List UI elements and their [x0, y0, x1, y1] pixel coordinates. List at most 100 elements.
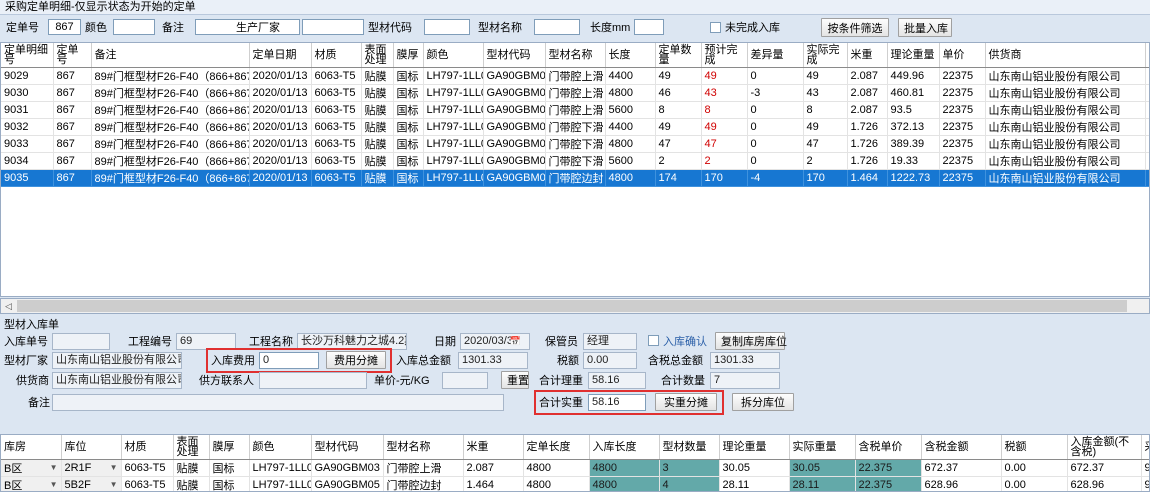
- cell-color[interactable]: LH797-1LL0: [423, 152, 484, 170]
- detail-col-8[interactable]: 米重: [463, 435, 524, 460]
- copy-location-button[interactable]: 复制库房库位: [715, 332, 787, 350]
- cell-order_no[interactable]: 867: [53, 118, 92, 136]
- cell-actual[interactable]: 43: [803, 84, 848, 102]
- cell-material[interactable]: 6063-T5: [311, 169, 362, 187]
- detail-col-0[interactable]: 库房: [1, 435, 62, 460]
- cell-film[interactable]: 国标: [393, 169, 424, 187]
- table-row[interactable]: 9030 867 89#门框型材F26-F40（866+867） 2020/01/13…: [1, 84, 1149, 102]
- cell-mweight[interactable]: 1.726: [847, 135, 888, 153]
- cell-order_len[interactable]: 4800: [523, 459, 590, 477]
- cell-code[interactable]: GA90GBM04: [483, 135, 546, 153]
- order-col-4[interactable]: 材质: [311, 43, 362, 68]
- cell-qty[interactable]: 49: [655, 118, 702, 136]
- cell-diff[interactable]: 0: [747, 152, 804, 170]
- table-row[interactable]: B区 ▼ 5B2F ▼ 6063-T5 贴膜 国标 LH797-1LL0 GA90GBM05 门带…: [1, 476, 1149, 491]
- cell-material[interactable]: 6063-T5: [311, 84, 362, 102]
- cell-color[interactable]: LH797-1LL0: [423, 135, 484, 153]
- cell-supplier[interactable]: 山东南山铝业股份有限公司: [985, 152, 1146, 170]
- cell-diff[interactable]: 0: [747, 67, 804, 85]
- cell-actual[interactable]: 170: [803, 169, 848, 187]
- table-row[interactable]: 9031 867 89#门框型材F26-F40（866+867） 2020/01/13…: [1, 101, 1149, 119]
- table-row[interactable]: 9032 867 89#门框型材F26-F40（866+867） 2020/01/13…: [1, 118, 1149, 136]
- cell-supplier[interactable]: 山东南山铝业股份有限公司: [985, 118, 1146, 136]
- fee-field[interactable]: 0: [259, 352, 319, 369]
- table-row[interactable]: 9033 867 89#门框型材F26-F40（866+867） 2020/01/13…: [1, 135, 1149, 153]
- cell-line_no[interactable]: 9030: [1141, 459, 1149, 477]
- cell-location[interactable]: 5B2F ▼: [61, 476, 122, 491]
- detail-grid[interactable]: 库房 库位 材质 表面处理 膜厚 颜色 型材代码 型材名称 米重 定单长度 入库长度 型材数量 理论重量…: [0, 434, 1150, 492]
- cell-line_no[interactable]: 9035: [1141, 476, 1149, 491]
- cell-detail_no[interactable]: 9032: [1, 118, 54, 136]
- order-col-0[interactable]: 定单明细号: [1, 43, 54, 68]
- cell-actual[interactable]: 49: [803, 118, 848, 136]
- total-theory-field[interactable]: 58.16: [588, 372, 646, 389]
- cell-date[interactable]: 2020/01/13: [249, 135, 312, 153]
- total-amount-field[interactable]: 1301.33: [458, 352, 528, 369]
- cell-supplier[interactable]: 山东南山铝业股份有限公司: [985, 101, 1146, 119]
- confirm-checkbox[interactable]: [648, 335, 659, 346]
- cell-order_no[interactable]: 867: [53, 101, 92, 119]
- profile-code-input[interactable]: [424, 19, 470, 35]
- cell-name[interactable]: 门带腔下滑: [545, 135, 606, 153]
- cell-remark[interactable]: 89#门框型材F26-F40（866+867）: [91, 169, 250, 187]
- in-no-field[interactable]: [52, 333, 110, 350]
- cell-film[interactable]: 国标: [393, 135, 424, 153]
- table-row[interactable]: B区 ▼ 2R1F ▼ 6063-T5 贴膜 国标 LH797-1LL0 GA90GBM03 门带…: [1, 459, 1149, 477]
- cell-mweight[interactable]: 1.726: [847, 118, 888, 136]
- split-location-button[interactable]: 拆分库位: [732, 393, 794, 411]
- tax-field[interactable]: 0.00: [583, 352, 637, 369]
- cell-qty[interactable]: 8: [655, 101, 702, 119]
- cell-material[interactable]: 6063-T5: [121, 459, 174, 477]
- table-row[interactable]: 9034 867 89#门框型材F26-F40（866+867） 2020/01/13…: [1, 152, 1149, 170]
- cell-name[interactable]: 门带腔上滑: [383, 459, 464, 477]
- cell-date[interactable]: 2020/01/13: [249, 152, 312, 170]
- cell-price[interactable]: 22375: [939, 152, 986, 170]
- cell-film[interactable]: 国标: [393, 84, 424, 102]
- cell-detail_no[interactable]: 9030: [1, 84, 54, 102]
- cell-tax_price[interactable]: 22.375: [855, 476, 922, 491]
- cell-actual[interactable]: 8: [803, 101, 848, 119]
- cell-expected[interactable]: 43: [701, 84, 748, 102]
- cell-surface[interactable]: 贴膜: [361, 67, 394, 85]
- cell-tweight[interactable]: 449.96: [887, 67, 940, 85]
- cell-price[interactable]: 22375: [939, 169, 986, 187]
- cell-surface[interactable]: 贴膜: [361, 169, 394, 187]
- cell-color[interactable]: LH797-1LL0: [249, 459, 312, 477]
- cell-expected[interactable]: 49: [701, 67, 748, 85]
- cell-remark[interactable]: 89#门框型材F26-F40（866+867）: [91, 101, 250, 119]
- detail-col-5[interactable]: 颜色: [249, 435, 312, 460]
- order-col-8[interactable]: 型材代码: [483, 43, 546, 68]
- cell-qty[interactable]: 46: [655, 84, 702, 102]
- cell-remark[interactable]: 89#门框型材F26-F40（866+867）: [91, 135, 250, 153]
- total-actual-field[interactable]: 58.16: [588, 394, 646, 411]
- order-col-17[interactable]: 单价: [939, 43, 986, 68]
- cell-tweight[interactable]: 93.5: [887, 101, 940, 119]
- chevron-down-icon[interactable]: ▼: [109, 463, 118, 472]
- factory-input[interactable]: [302, 19, 364, 35]
- cell-in_len[interactable]: 4800: [589, 459, 660, 477]
- cell-tweight[interactable]: 30.05: [719, 459, 790, 477]
- cell-code[interactable]: GA90GBM04: [483, 152, 546, 170]
- cell-mweight[interactable]: 1.464: [463, 476, 524, 491]
- order-col-3[interactable]: 定单日期: [249, 43, 312, 68]
- cell-material[interactable]: 6063-T5: [311, 101, 362, 119]
- cell-order_no[interactable]: 867: [53, 84, 92, 102]
- order-col-1[interactable]: 定单号: [53, 43, 92, 68]
- cell-actual[interactable]: 47: [803, 135, 848, 153]
- cell-order_no[interactable]: 867: [53, 135, 92, 153]
- cell-length[interactable]: 5600: [605, 101, 656, 119]
- cell-expected[interactable]: 47: [701, 135, 748, 153]
- length-input[interactable]: [634, 19, 664, 35]
- keeper-field[interactable]: 经理: [583, 333, 637, 350]
- cell-price[interactable]: 22375: [939, 84, 986, 102]
- scroll-left-icon[interactable]: ◁: [1, 299, 16, 313]
- cell-supplier[interactable]: 山东南山铝业股份有限公司: [985, 84, 1146, 102]
- cell-detail_no[interactable]: 9029: [1, 67, 54, 85]
- order-col-9[interactable]: 型材名称: [545, 43, 606, 68]
- detail-col-12[interactable]: 理论重量: [719, 435, 790, 460]
- cell-tax_price[interactable]: 22.375: [855, 459, 922, 477]
- detail-col-16[interactable]: 税额: [1001, 435, 1068, 460]
- cell-date[interactable]: 2020/01/13: [249, 67, 312, 85]
- cell-surface[interactable]: 贴膜: [361, 118, 394, 136]
- order-grid[interactable]: 定单明细号 定单号 备注 定单日期 材质 表面处理 膜厚 颜色 型材代码 型材名称 长度 定单数量 预计…: [0, 42, 1150, 297]
